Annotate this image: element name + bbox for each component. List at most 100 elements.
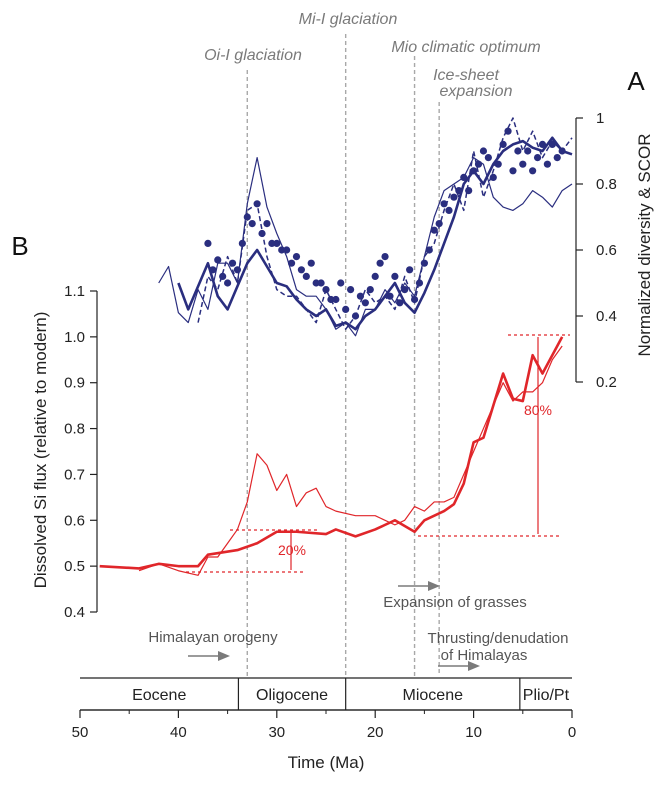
panel-a-marker-57 (484, 154, 492, 162)
panel-a-marker-9 (248, 220, 256, 228)
percent-label-80: 80% (524, 402, 552, 418)
epoch-label-3: Plio/Pt (523, 687, 570, 704)
panel-a-marker-55 (474, 160, 483, 168)
panel-a-marker-29 (347, 286, 355, 294)
panel-a-marker-12 (263, 220, 271, 228)
panel-a-marker-17 (287, 259, 296, 267)
panel-a-marker-45 (425, 246, 433, 254)
panel-a-marker-59 (494, 160, 502, 168)
panel-a-marker-31 (356, 292, 365, 300)
panel-a-marker-3 (219, 272, 227, 280)
panel-a-marker-71 (553, 154, 561, 162)
panel-a-marker-10 (253, 200, 261, 208)
panel-a-marker-0 (204, 239, 212, 247)
x-axis: 50 40 30 20 10 0 (72, 709, 576, 741)
event-label-mio-climatic: Mio climatic optimum (391, 39, 540, 56)
panel-a-marker-36 (381, 253, 389, 261)
panel-a-marker-47 (435, 220, 443, 228)
panel-label-a: A (627, 66, 645, 96)
panel-b-ytick-label-2: 0.6 (64, 512, 85, 529)
panel-a-marker-24 (322, 286, 330, 294)
panel-b-ytick-label-5: 0.9 (64, 375, 85, 392)
panel-a-marker-16 (283, 246, 291, 254)
epoch-label-2: Miocene (403, 687, 464, 704)
arrow-orogeny-icon (188, 651, 230, 661)
panel-a-marker-53 (465, 187, 473, 195)
panel-a-marker-50 (450, 193, 458, 201)
panel-b-ytick-label-6: 1.0 (64, 329, 85, 346)
epoch-label-1: Oligocene (256, 687, 328, 704)
panel-a-marker-18 (292, 253, 301, 261)
percent-label-20: 20% (278, 542, 306, 558)
panel-b-y-axis-title: Dissolved Si flux (relative to modern) (31, 312, 50, 589)
panel-a-marker-13 (268, 239, 276, 247)
xtick-label-2: 30 (268, 724, 285, 741)
event-label-oi-i: Oi-I glaciation (204, 47, 302, 64)
panel-a-marker-32 (361, 299, 369, 307)
xtick-label-3: 20 (367, 724, 384, 741)
panel-a-marker-30 (351, 312, 360, 320)
event-label-ice-sheet-2: expansion (440, 83, 513, 100)
event-lines (246, 34, 440, 676)
xtick-label-4: 10 (465, 724, 482, 741)
panel-b-series (99, 336, 564, 576)
panel-a-marker-51 (455, 187, 463, 195)
panel-a-marker-1 (209, 266, 217, 274)
panel-a-marker-38 (391, 272, 399, 280)
x-axis-title: Time (Ma) (288, 753, 365, 772)
panel-a-y-axis: 0.2 0.4 0.6 0.8 1 (575, 110, 617, 391)
panel-a-marker-23 (317, 279, 325, 287)
event-label-mi-i: Mi-I glaciation (299, 11, 398, 28)
panel-a-ytick-label-4: 1 (596, 110, 604, 127)
panel-a-marker-56 (479, 147, 488, 155)
panel-a-marker-68 (538, 140, 547, 148)
xtick-label-1: 40 (170, 724, 187, 741)
arrow-grasses-icon (398, 581, 440, 591)
panel-a-marker-72 (558, 147, 566, 155)
panel-b-ytick-label-3: 0.7 (64, 466, 85, 483)
panel-a-ytick-label-3: 0.8 (596, 176, 617, 193)
panel-a-marker-61 (504, 127, 512, 135)
panel-a-marker-64 (519, 160, 527, 168)
panel-a-marker-15 (278, 246, 286, 254)
panel-a-marker-27 (337, 279, 345, 287)
panel-b-series-thick (99, 336, 564, 570)
panel-a-marker-46 (430, 226, 438, 234)
panel-a-marker-60 (499, 140, 507, 148)
panel-a-series (158, 117, 573, 337)
panel-a-marker-19 (297, 266, 305, 274)
panel-b-y-axis: 0.4 0.5 0.6 0.7 0.8 0.9 1.0 1.1 (64, 283, 98, 621)
panel-a-marker-49 (445, 206, 453, 214)
panel-a-marker-33 (366, 286, 374, 294)
panel-a-marker-69 (543, 160, 552, 168)
epoch-label-0: Eocene (132, 687, 186, 704)
panel-a-series-dashed (197, 117, 573, 330)
panel-b-ytick-label-7: 1.1 (64, 283, 85, 300)
panel-a-marker-44 (420, 259, 428, 267)
panel-a-marker-62 (509, 167, 517, 175)
panel-a-y-axis-title: Normalized diversity & SCOR (635, 134, 654, 357)
xtick-label-5: 0 (568, 724, 576, 741)
panel-a-marker-52 (460, 173, 468, 181)
panel-a-ytick-label-2: 0.6 (596, 242, 617, 259)
panel-a-marker-6 (233, 266, 242, 274)
panel-a-marker-4 (224, 279, 232, 287)
panel-a-marker-2 (214, 256, 222, 264)
xtick-label-0: 50 (72, 724, 89, 741)
panel-a-marker-37 (386, 292, 394, 300)
panel-a-marker-65 (524, 147, 532, 155)
panel-a-marker-67 (533, 154, 542, 162)
panel-a-marker-58 (489, 173, 497, 181)
panel-a-marker-28 (342, 305, 350, 313)
arrow-thrusting-icon (438, 661, 480, 671)
panel-a-marker-48 (440, 200, 448, 208)
panel-a-marker-54 (470, 167, 478, 175)
panel-a-marker-43 (415, 279, 424, 287)
note-grasses: Expansion of grasses (383, 594, 526, 611)
panel-a-marker-26 (332, 295, 340, 304)
note-thrusting-1: Thrusting/denudation (428, 630, 569, 647)
percent-annotations: 20% 80% (186, 334, 570, 573)
panel-a-marker-63 (514, 147, 522, 155)
